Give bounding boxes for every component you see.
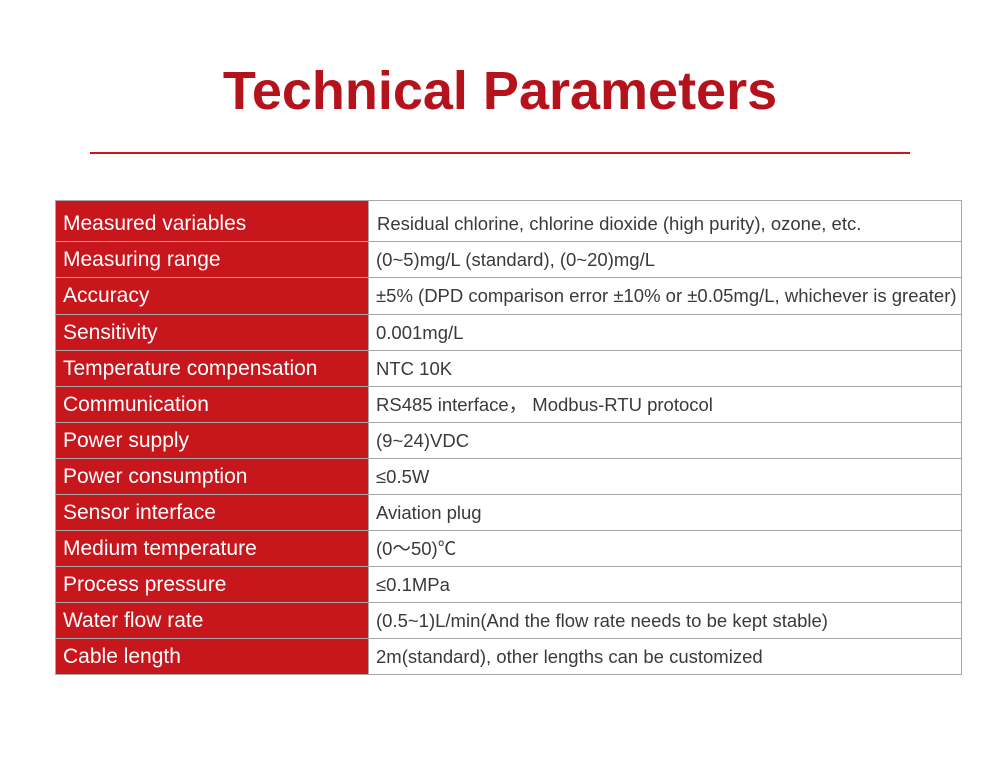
table-row: Accuracy ±5% (DPD comparison error ±10% … <box>55 277 962 315</box>
param-value: Residual chlorine, chlorine dioxide (hig… <box>368 200 962 242</box>
param-value: ≤0.1MPa <box>368 566 962 603</box>
param-value: (9~24)VDC <box>368 422 962 459</box>
param-label: Water flow rate <box>55 602 369 639</box>
table-row: Medium temperature (0〜50)℃ <box>55 530 962 567</box>
param-value: ±5% (DPD comparison error ±10% or ±0.05m… <box>368 277 962 315</box>
table-row: Process pressure ≤0.1MPa <box>55 566 962 603</box>
param-label: Power consumption <box>55 458 369 495</box>
table-row: Power consumption ≤0.5W <box>55 458 962 495</box>
param-label: Power supply <box>55 422 369 459</box>
table-row: Measuring range (0~5)mg/L (standard), (0… <box>55 241 962 278</box>
table-row: Measured variables Residual chlorine, ch… <box>55 200 962 242</box>
param-label: Process pressure <box>55 566 369 603</box>
param-label: Temperature compensation <box>55 350 369 387</box>
param-value: 2m(standard), other lengths can be custo… <box>368 638 962 675</box>
param-label: Medium temperature <box>55 530 369 567</box>
table-row: Temperature compensation NTC 10K <box>55 350 962 387</box>
param-label: Communication <box>55 386 369 423</box>
param-label: Accuracy <box>55 277 369 315</box>
param-value: ≤0.5W <box>368 458 962 495</box>
param-value: (0~5)mg/L (standard), (0~20)mg/L <box>368 241 962 278</box>
table-row: Power supply (9~24)VDC <box>55 422 962 459</box>
param-label: Measured variables <box>55 200 369 242</box>
param-value: (0〜50)℃ <box>368 530 962 567</box>
param-value: NTC 10K <box>368 350 962 387</box>
param-label: Sensor interface <box>55 494 369 531</box>
parameters-table: Measured variables Residual chlorine, ch… <box>55 200 962 675</box>
param-label: Measuring range <box>55 241 369 278</box>
param-value: (0.5~1)L/min(And the flow rate needs to … <box>368 602 962 639</box>
table-row: Sensitivity 0.001mg/L <box>55 314 962 351</box>
table-row: Cable length 2m(standard), other lengths… <box>55 638 962 675</box>
table-row: Sensor interface Aviation plug <box>55 494 962 531</box>
param-value: Aviation plug <box>368 494 962 531</box>
table-row: Communication RS485 interface， Modbus-RT… <box>55 386 962 423</box>
param-label: Sensitivity <box>55 314 369 351</box>
title-divider <box>90 152 910 154</box>
param-value: RS485 interface， Modbus-RTU protocol <box>368 386 962 423</box>
page-title: Technical Parameters <box>222 61 778 121</box>
param-label: Cable length <box>55 638 369 675</box>
param-value: 0.001mg/L <box>368 314 962 351</box>
table-row: Water flow rate (0.5~1)L/min(And the flo… <box>55 602 962 639</box>
